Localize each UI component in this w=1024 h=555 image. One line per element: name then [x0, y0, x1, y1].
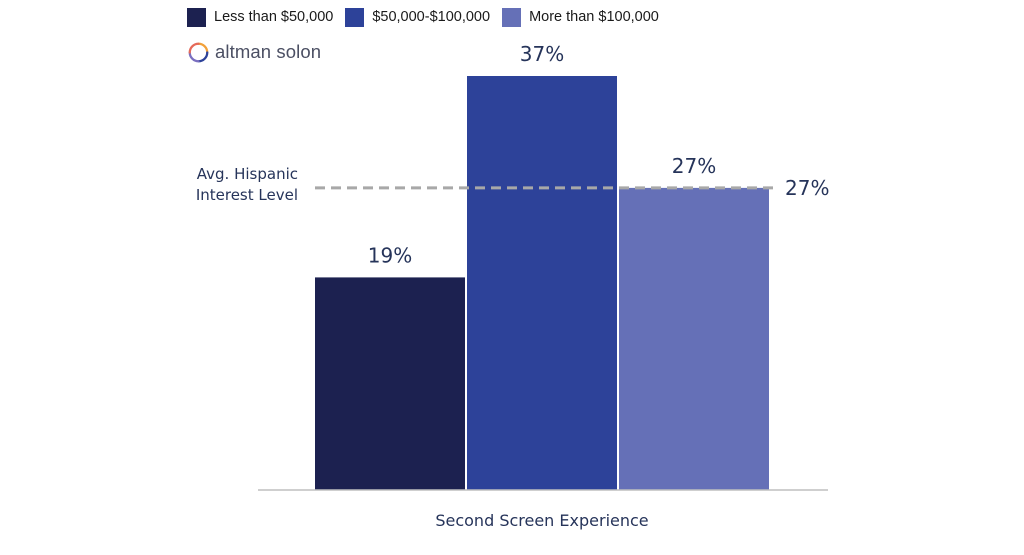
bar-1 — [315, 277, 465, 490]
logo-ring-icon — [188, 42, 209, 62]
data-label-1: 19% — [368, 243, 412, 267]
reference-value-label: 27% — [785, 176, 829, 200]
data-label-3: 27% — [672, 154, 716, 178]
legend-item-50000-100000: $50,000-$100,000 — [345, 7, 491, 27]
legend-label: $50,000-$100,000 — [372, 9, 491, 25]
legend-item-more-than-100000: More than $100,000 — [502, 7, 659, 27]
reference-line-label: Interest Level — [196, 186, 298, 204]
chart-legend: Less than $50,000 $50,000-$100,000 More … — [187, 6, 671, 28]
legend-label: More than $100,000 — [529, 9, 659, 25]
x-axis-title: Second Screen Experience — [435, 511, 648, 530]
legend-item-less-than-50000: Less than $50,000 — [187, 7, 334, 27]
reference-line-label: Avg. Hispanic — [197, 165, 298, 183]
legend-swatch — [502, 7, 522, 27]
legend-swatch — [187, 7, 206, 27]
brand-logo: altman solon — [188, 41, 321, 63]
bar-3 — [619, 187, 769, 490]
bar-2 — [467, 76, 617, 490]
logo-text: altman solon — [215, 41, 322, 62]
data-label-2: 37% — [520, 42, 564, 66]
legend-label: Less than $50,000 — [214, 9, 334, 25]
legend-swatch — [345, 7, 365, 27]
